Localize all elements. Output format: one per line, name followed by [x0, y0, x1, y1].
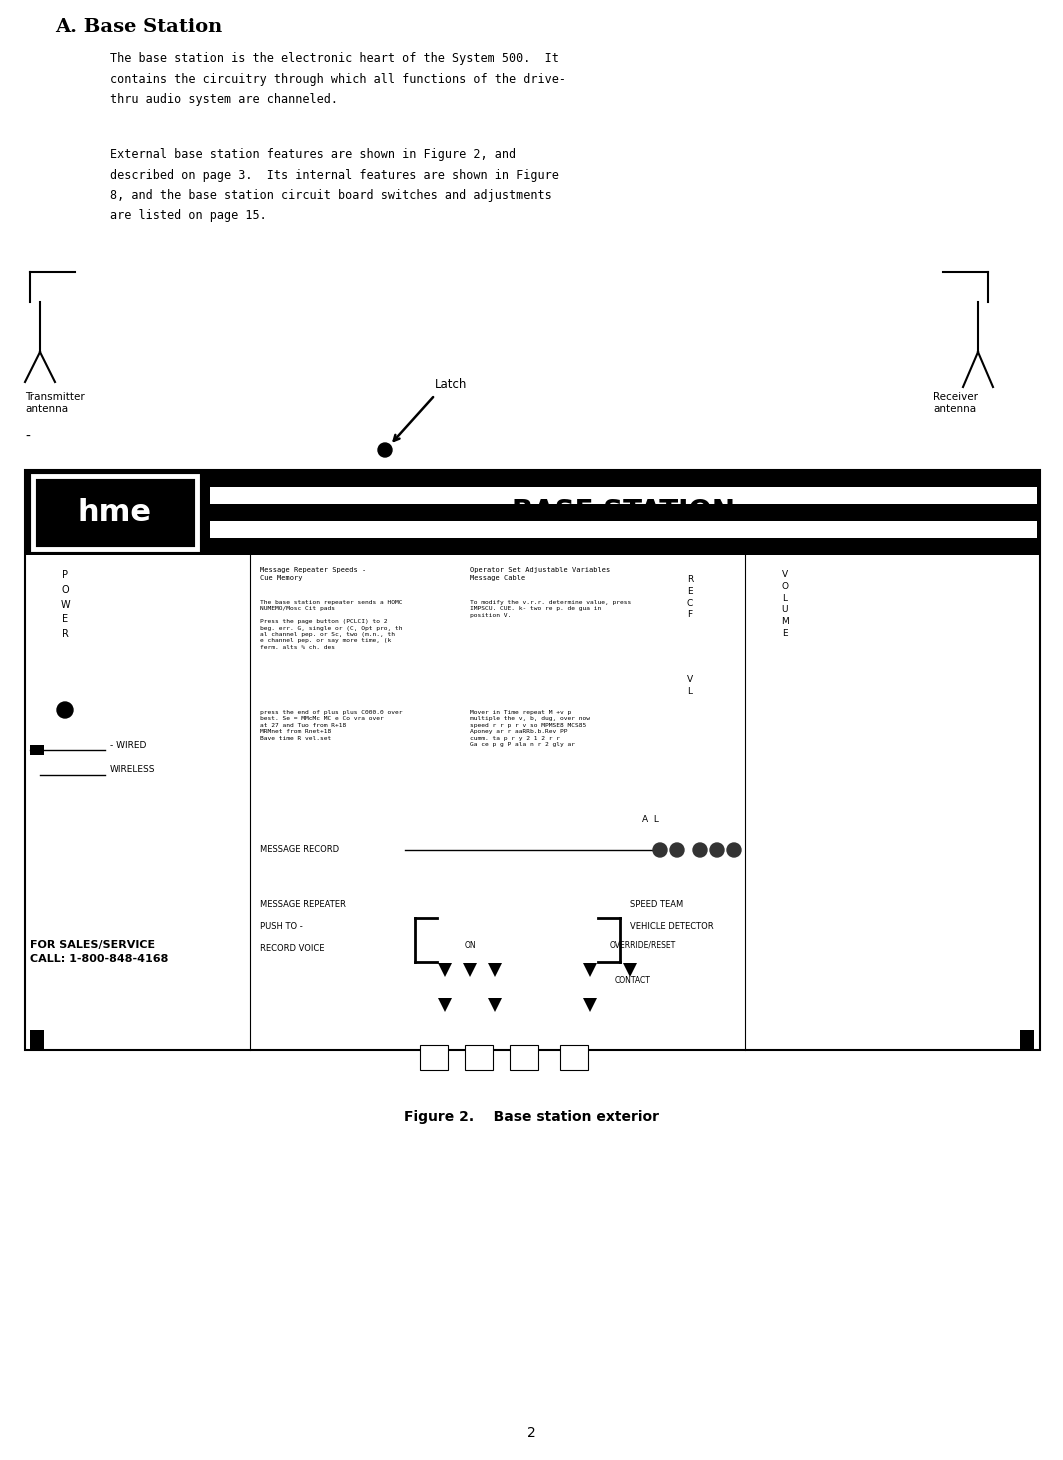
Text: press the end of plus plus C000.0 over
best. Se = MMcMc MC e Co vra over
at 27 a: press the end of plus plus C000.0 over b… — [260, 710, 403, 740]
Text: hme: hme — [78, 498, 152, 527]
Text: PUSH TO -: PUSH TO - — [260, 923, 303, 931]
Bar — [1020, 1029, 1034, 1050]
Polygon shape — [623, 964, 637, 977]
Circle shape — [670, 842, 684, 857]
Text: - WIRED: - WIRED — [109, 740, 147, 749]
Text: To modify the v.r.r. determine value, press
IMPSCU. CUE. k- two re p. de gua in
: To modify the v.r.r. determine value, pr… — [470, 600, 631, 618]
Text: MESSAGE RECORD: MESSAGE RECORD — [260, 845, 339, 854]
Bar — [210, 521, 1037, 537]
Polygon shape — [463, 964, 477, 977]
Text: The base station repeater sends a HOMC
NUMEMO/Mosc Cit pads

Press the page butt: The base station repeater sends a HOMC N… — [260, 600, 403, 650]
Text: OVERRIDE/RESET: OVERRIDE/RESET — [610, 942, 676, 950]
Bar — [30, 745, 44, 755]
Circle shape — [693, 842, 707, 857]
Bar — [420, 1045, 448, 1070]
Polygon shape — [438, 964, 452, 977]
Bar — [33, 476, 197, 549]
Bar — [510, 1045, 538, 1070]
Text: Mover in Time repeat M +v p
multiple the v, b, dug, over now
speed r r p r v so : Mover in Time repeat M +v p multiple the… — [470, 710, 590, 748]
Circle shape — [710, 842, 724, 857]
Text: 2: 2 — [526, 1426, 536, 1440]
Text: R
E
C
F: R E C F — [687, 575, 693, 619]
Text: SPEED TEAM: SPEED TEAM — [630, 899, 684, 910]
Text: V
O
L
U
M
E: V O L U M E — [781, 569, 789, 638]
Bar — [465, 1045, 493, 1070]
Text: BASE STATION: BASE STATION — [512, 498, 735, 527]
Text: Transmitter
antenna: Transmitter antenna — [26, 391, 85, 413]
Polygon shape — [438, 999, 452, 1012]
Polygon shape — [488, 964, 502, 977]
Bar — [210, 488, 1037, 504]
Bar — [26, 470, 1040, 1050]
Text: WIRELESS: WIRELESS — [109, 765, 155, 774]
Text: Operator Set Adjustable Variables
Message Cable: Operator Set Adjustable Variables Messag… — [470, 566, 610, 581]
Text: ON: ON — [465, 942, 476, 950]
Polygon shape — [488, 999, 502, 1012]
Bar — [560, 1045, 588, 1070]
Circle shape — [378, 442, 392, 457]
Polygon shape — [583, 964, 597, 977]
Text: A  L: A L — [642, 816, 658, 825]
Text: External base station features are shown in Figure 2, and
described on page 3.  : External base station features are shown… — [109, 147, 559, 222]
Bar — [30, 1029, 44, 1050]
Text: V
L: V L — [687, 675, 693, 696]
Text: VEHICLE DETECTOR: VEHICLE DETECTOR — [630, 923, 713, 931]
Circle shape — [57, 702, 73, 718]
Text: Message Repeater Speeds -
Cue Memory: Message Repeater Speeds - Cue Memory — [260, 566, 367, 581]
Text: CONTACT: CONTACT — [615, 975, 651, 986]
Circle shape — [653, 842, 667, 857]
Bar — [26, 470, 1040, 555]
Text: MESSAGE REPEATER: MESSAGE REPEATER — [260, 899, 345, 910]
Polygon shape — [583, 999, 597, 1012]
Text: The base station is the electronic heart of the System 500.  It
contains the cir: The base station is the electronic heart… — [109, 53, 566, 107]
Circle shape — [727, 842, 741, 857]
Text: Latch: Latch — [435, 378, 468, 391]
Text: A. Base Station: A. Base Station — [55, 18, 222, 36]
Text: FOR SALES/SERVICE
CALL: 1-800-848-4168: FOR SALES/SERVICE CALL: 1-800-848-4168 — [30, 940, 168, 964]
Text: -: - — [26, 431, 30, 444]
Text: Figure 2.    Base station exterior: Figure 2. Base station exterior — [404, 1110, 658, 1124]
Text: Receiver
antenna: Receiver antenna — [933, 391, 978, 413]
Text: P
O
W
E
R: P O W E R — [61, 569, 70, 639]
Text: RECORD VOICE: RECORD VOICE — [260, 945, 324, 953]
